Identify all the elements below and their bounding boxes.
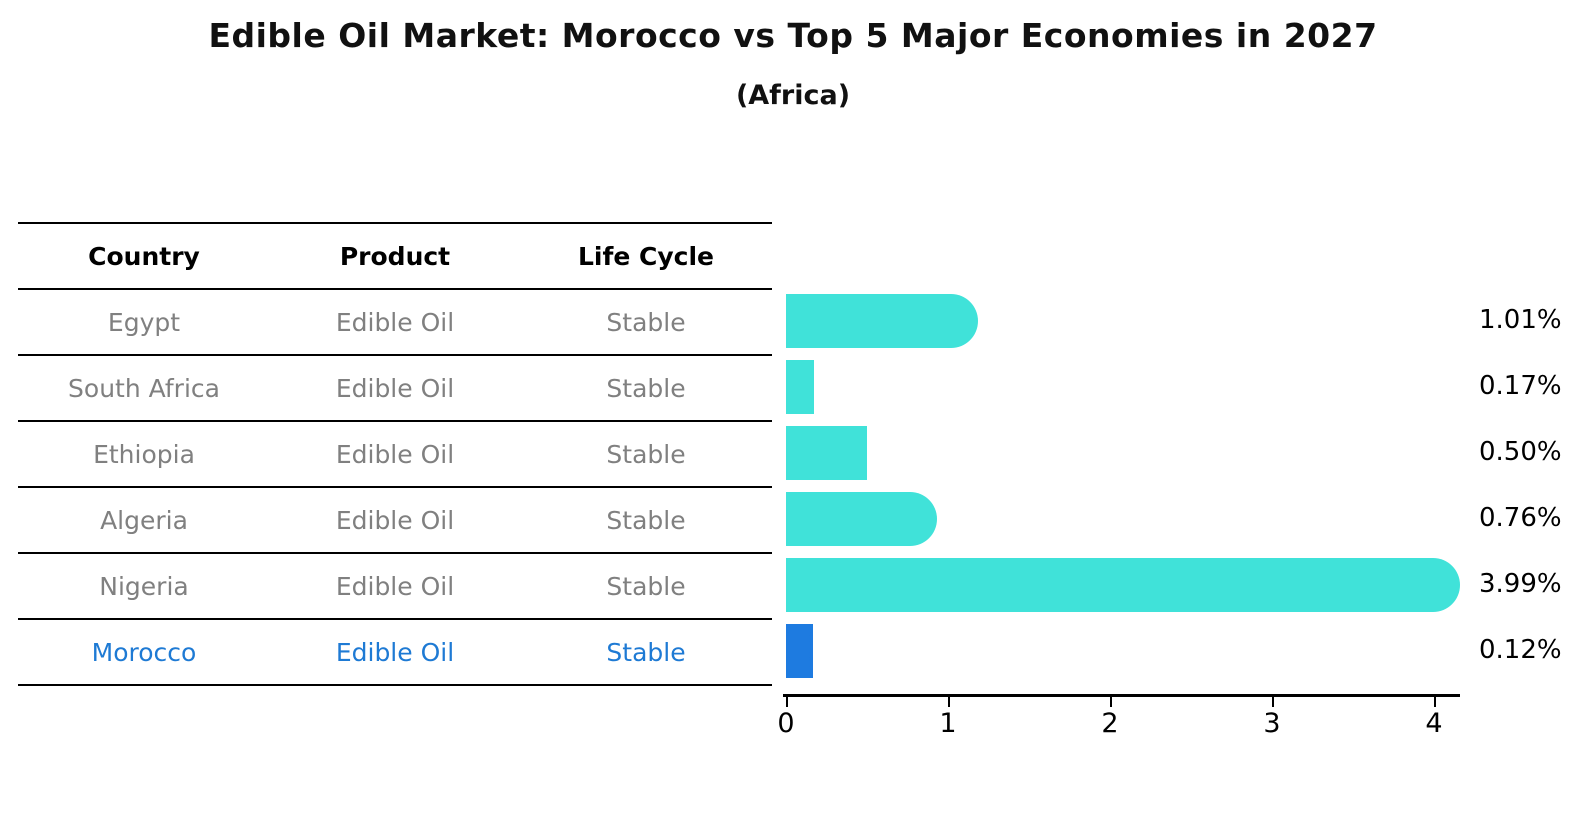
table-row: South Africa Edible Oil Stable: [18, 354, 772, 420]
cell-product: Edible Oil: [335, 637, 455, 667]
table-row: Algeria Edible Oil Stable: [18, 486, 772, 552]
bar-value-label: 0.76%: [1479, 503, 1562, 533]
cell-life-cycle: Stable: [606, 505, 686, 535]
x-axis-tick-label: 4: [1425, 708, 1443, 739]
bar-egypt: [786, 294, 978, 348]
bar-nigeria: [786, 558, 1460, 612]
bar-ethiopia: [786, 426, 867, 480]
col-header-product: Product: [339, 241, 451, 271]
cell-country: Ethiopia: [93, 439, 195, 469]
cell-product: Edible Oil: [335, 307, 455, 337]
bar-value-label: 0.50%: [1479, 437, 1562, 467]
cell-product: Edible Oil: [335, 571, 455, 601]
cell-life-cycle: Stable: [606, 637, 686, 667]
cell-country: Egypt: [107, 307, 181, 337]
table-row-morocco: Morocco Edible Oil Stable: [18, 618, 772, 686]
cell-country: Morocco: [91, 637, 197, 667]
x-axis-tick: [948, 697, 950, 707]
table-row: Ethiopia Edible Oil Stable: [18, 420, 772, 486]
table-row: Nigeria Edible Oil Stable: [18, 552, 772, 618]
x-axis-line: [783, 694, 1460, 697]
x-axis-tick: [1434, 697, 1436, 707]
cell-life-cycle: Stable: [606, 373, 686, 403]
cell-product: Edible Oil: [335, 373, 455, 403]
x-axis-tick-label: 2: [1101, 708, 1119, 739]
cell-country: South Africa: [68, 373, 220, 403]
x-axis-tick-label: 3: [1263, 708, 1281, 739]
cell-country: Nigeria: [99, 571, 189, 601]
x-axis-tick: [1110, 697, 1112, 707]
col-header-country: Country: [88, 241, 200, 271]
cell-life-cycle: Stable: [606, 307, 686, 337]
cell-product: Edible Oil: [335, 505, 455, 535]
x-axis-tick-label: 1: [939, 708, 957, 739]
cell-life-cycle: Stable: [606, 439, 686, 469]
cell-life-cycle: Stable: [606, 571, 686, 601]
x-axis-tick: [1272, 697, 1274, 707]
country-table: Country Product Life Cycle Egypt Edible …: [18, 222, 772, 686]
bar-south-africa: [786, 360, 814, 414]
col-header-life-cycle: Life Cycle: [577, 241, 715, 271]
bar-morocco: [786, 624, 813, 678]
bar-value-label: 0.17%: [1479, 371, 1562, 401]
x-axis-tick-label: 0: [777, 708, 795, 739]
bar-value-label: 3.99%: [1479, 569, 1562, 599]
bar-algeria: [786, 492, 937, 546]
table-header-row: Country Product Life Cycle: [18, 222, 772, 288]
cell-country: Algeria: [100, 505, 188, 535]
chart-title: Edible Oil Market: Morocco vs Top 5 Majo…: [208, 16, 1378, 55]
table-row: Egypt Edible Oil Stable: [18, 288, 772, 354]
bar-value-label: 1.01%: [1479, 305, 1562, 335]
cell-product: Edible Oil: [335, 439, 455, 469]
bar-value-label: 0.12%: [1479, 635, 1562, 665]
x-axis-tick: [786, 697, 788, 707]
chart-subtitle: (Africa): [735, 80, 851, 111]
